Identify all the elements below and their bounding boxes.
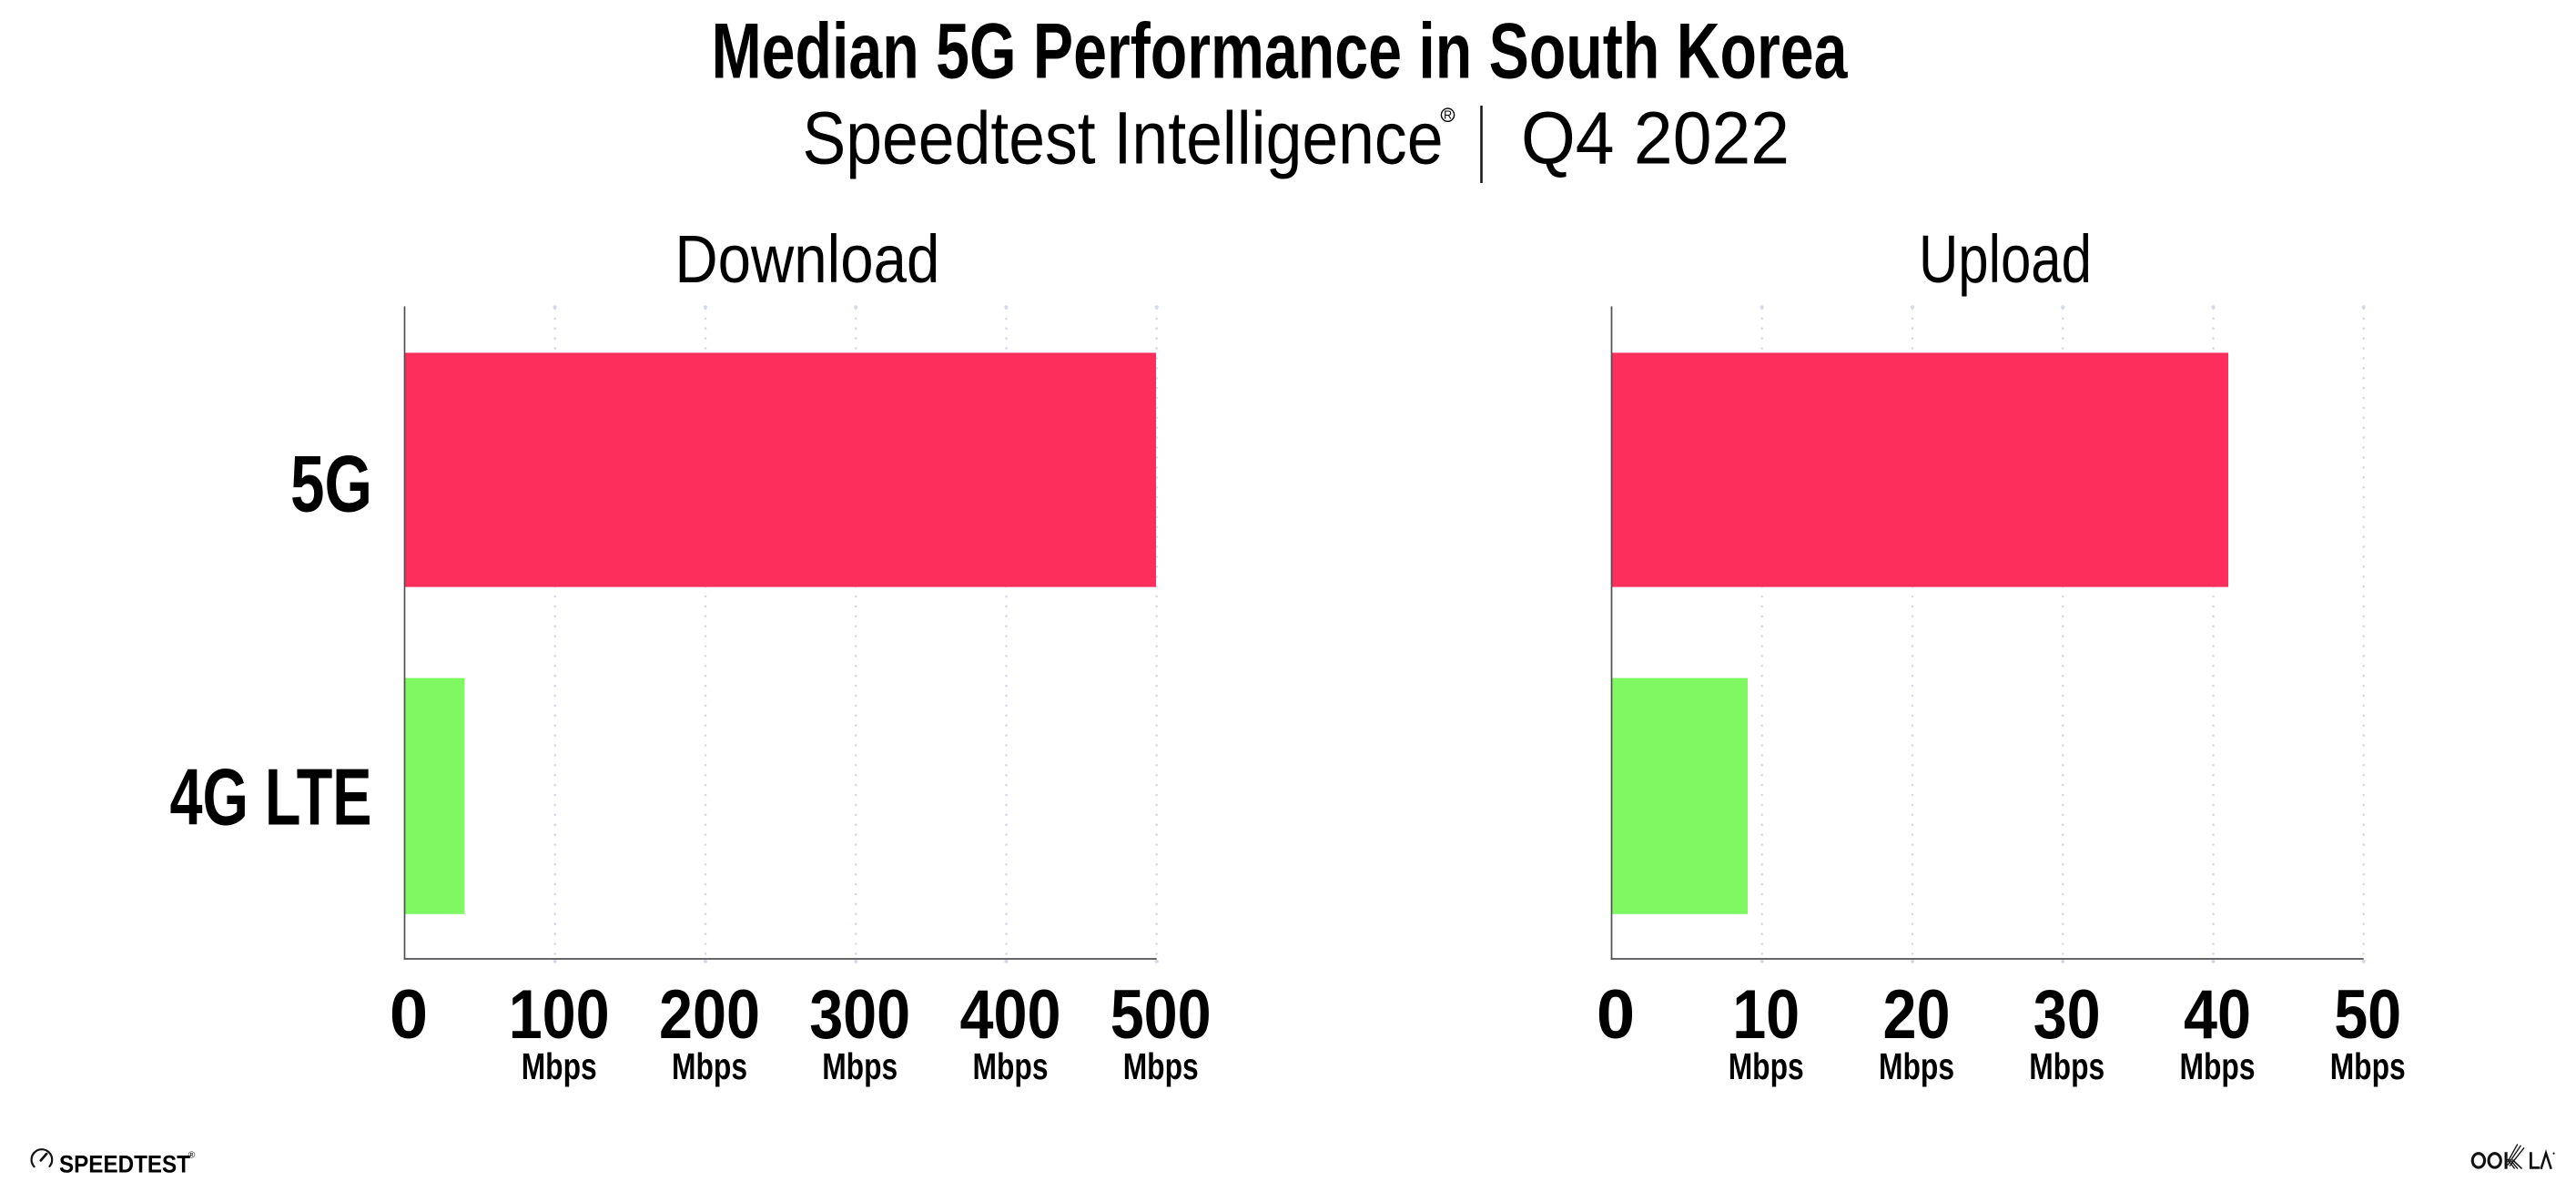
svg-text:Mbps: Mbps xyxy=(1729,1045,1804,1087)
svg-text:30: 30 xyxy=(2033,976,2101,1054)
svg-text:Mbps: Mbps xyxy=(1123,1045,1199,1087)
svg-text:Mbps: Mbps xyxy=(1879,1045,1954,1087)
svg-text:Median 5G Performance in South: Median 5G Performance in South Korea xyxy=(712,7,1849,95)
svg-text:®: ® xyxy=(188,1149,196,1160)
svg-text:SPEEDTEST: SPEEDTEST xyxy=(59,1150,190,1177)
svg-text:R: R xyxy=(1444,109,1452,122)
svg-text:Speedtest Intelligence: Speedtest Intelligence xyxy=(803,97,1444,180)
svg-text:Mbps: Mbps xyxy=(672,1045,747,1087)
svg-text:Mbps: Mbps xyxy=(522,1045,597,1087)
svg-text:4G LTE: 4G LTE xyxy=(170,752,372,842)
svg-text:Mbps: Mbps xyxy=(2180,1045,2256,1087)
svg-text:400: 400 xyxy=(960,976,1061,1054)
svg-text:Mbps: Mbps xyxy=(2029,1045,2104,1087)
svg-text:500: 500 xyxy=(1111,976,1212,1054)
svg-text:Mbps: Mbps xyxy=(2330,1045,2406,1087)
svg-text:40: 40 xyxy=(2184,976,2251,1054)
svg-text:0: 0 xyxy=(390,976,428,1054)
svg-text:100: 100 xyxy=(509,976,610,1054)
svg-text:200: 200 xyxy=(659,976,760,1054)
svg-text:Q4 2022: Q4 2022 xyxy=(1521,97,1790,180)
svg-text:Download: Download xyxy=(674,221,939,297)
svg-text:50: 50 xyxy=(2334,976,2401,1054)
svg-text:Upload: Upload xyxy=(1919,221,2092,297)
svg-text:Mbps: Mbps xyxy=(822,1045,898,1087)
svg-text:0: 0 xyxy=(1597,976,1635,1054)
svg-text:Mbps: Mbps xyxy=(973,1045,1049,1087)
svg-text:20: 20 xyxy=(1883,976,1951,1054)
svg-text:10: 10 xyxy=(1732,976,1800,1054)
svg-text:300: 300 xyxy=(809,976,910,1054)
svg-text:5G: 5G xyxy=(290,439,372,529)
